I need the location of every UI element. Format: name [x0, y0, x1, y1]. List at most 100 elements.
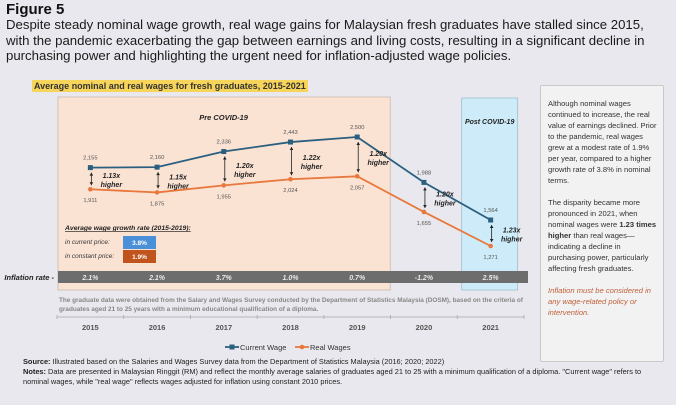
current-wage-point: [488, 217, 494, 223]
arrow-up-icon: [423, 187, 427, 191]
growth-row-swatch: [123, 236, 156, 249]
x-tick-label: 2017: [215, 323, 232, 332]
arrow-up-icon: [89, 172, 94, 176]
ratio-suffix: higher: [368, 160, 391, 167]
real-wage-label: 1,271: [483, 255, 498, 261]
current-wage-point: [221, 149, 227, 155]
source-label: Source:: [23, 357, 51, 366]
inflation-label: Inflation rate -: [4, 273, 54, 282]
real-wage-label: 2,057: [350, 185, 365, 191]
real-wage-point: [288, 176, 293, 182]
figure-label: Figure 5: [6, 1, 65, 18]
ratio-suffix: higher: [501, 237, 524, 244]
arrow-up-icon: [156, 172, 160, 176]
growth-row-label: in current price:: [65, 239, 110, 246]
arrow-down-icon: [489, 239, 494, 242]
current-wage-point: [154, 164, 160, 170]
ratio-label: 1.20x: [436, 192, 455, 199]
real-wage-point: [88, 186, 93, 192]
real-wage-label: 1,655: [417, 221, 432, 227]
legend-marker: [229, 344, 235, 350]
insight-warning: Inflation must be considered in any wage…: [548, 286, 651, 317]
real-wage-label: 1,875: [150, 201, 165, 207]
notes-label: Notes:: [23, 367, 46, 376]
post-covid-panel: [461, 97, 519, 291]
growth-row-value: 1.9%: [132, 254, 147, 261]
chart-title: Average nominal and real wages for fresh…: [32, 80, 308, 92]
arrow-down-icon: [222, 178, 227, 182]
arrow-up-icon: [289, 147, 294, 151]
source-text: Illustrated based on the Salaries and Wa…: [50, 357, 445, 366]
x-tick-label: 2021: [482, 323, 499, 332]
ratio-suffix: higher: [434, 201, 457, 208]
insight-paragraph-2: The disparity became more pronounced in …: [548, 197, 657, 274]
ratio-label: 1.15x: [169, 174, 188, 181]
inflation-value: 2.1%: [81, 275, 99, 282]
current-wage-label: 1,564: [483, 208, 498, 214]
insight-panel: Although nominal wages continued to incr…: [540, 85, 664, 362]
x-tick-label: 2019: [349, 323, 366, 332]
current-wage-point: [288, 139, 293, 145]
real-wage-point: [154, 190, 160, 195]
inflation-value: 2.5%: [482, 275, 500, 282]
x-tick-label: 2015: [82, 323, 99, 332]
arrow-up-icon: [356, 142, 361, 145]
real-wage-point: [488, 243, 493, 249]
x-tick-label: 2016: [149, 323, 166, 332]
arrow-up-icon: [489, 225, 494, 229]
current-wage-point: [354, 134, 360, 140]
inflation-value: -1.2%: [415, 275, 434, 282]
current-wage-label: 2,160: [150, 155, 165, 161]
arrow-down-icon: [156, 185, 160, 189]
current-wage-label: 2,336: [217, 140, 232, 146]
current-wage-label: 2,500: [350, 125, 365, 131]
current-wage-point: [87, 165, 93, 171]
post-covid-label: Post COVID-19: [465, 119, 515, 126]
real-wage-point: [221, 183, 227, 188]
source-notes: Source: Illustrated based on the Salarie…: [23, 357, 643, 387]
real-wage-point: [354, 173, 360, 179]
pre-covid-panel: [57, 96, 391, 291]
ratio-label: 1.22x: [303, 155, 322, 162]
legend-label: Real Wages: [310, 343, 351, 352]
insight-paragraph-1: Although nominal wages continued to incr…: [548, 99, 657, 185]
ratio-label: 1.20x: [369, 151, 388, 158]
notes-line: Notes: Data are presented in Malaysian R…: [23, 367, 643, 387]
ratio-label: 1.13x: [103, 173, 122, 180]
insight-text: The disparity became more pronounced in …: [548, 198, 641, 229]
x-tick-label: 2018: [282, 323, 299, 332]
ratio-suffix: higher: [167, 183, 190, 190]
growth-box-title: Average wage growth rate (2015-2019):: [64, 225, 191, 232]
ratio-suffix: higher: [101, 182, 124, 189]
arrow-down-icon: [289, 172, 294, 176]
inflation-value: 1.0%: [283, 275, 300, 282]
current-wage-label: 2,155: [83, 156, 98, 162]
inflation-value: 2.1%: [148, 275, 166, 282]
legend-label: Current Wage: [240, 343, 286, 352]
real-wage-label: 1,911: [83, 198, 97, 204]
arrow-down-icon: [356, 169, 361, 173]
insight-text: than real wages—indicating a decline in …: [548, 231, 649, 273]
x-tick-label: 2020: [416, 323, 433, 332]
current-wage-label: 1,988: [417, 170, 432, 176]
ratio-suffix: higher: [301, 164, 324, 171]
arrow-down-icon: [89, 182, 94, 186]
growth-row-label: in constant price:: [65, 253, 114, 260]
ratio-label: 1.20x: [236, 163, 255, 170]
real-wage-label: 2,024: [283, 188, 298, 194]
arrow-down-icon: [423, 204, 427, 208]
growth-row-swatch: [123, 250, 156, 263]
notes-text: Data are presented in Malaysian Ringgit …: [23, 367, 642, 386]
insight-highlight: 1.23 times higher: [548, 220, 657, 240]
real-wage-point: [421, 209, 427, 215]
ratio-label: 1.23x: [503, 228, 522, 235]
growth-row-value: 3.8%: [132, 240, 147, 247]
arrow-up-icon: [222, 156, 227, 160]
ratio-suffix: higher: [234, 172, 257, 179]
inflation-value: 0.7%: [349, 275, 366, 282]
source-line: Source: Illustrated based on the Salarie…: [23, 357, 643, 367]
current-wage-label: 2,443: [283, 130, 298, 136]
inflation-bar: [58, 271, 528, 283]
current-wage-point: [421, 179, 427, 185]
